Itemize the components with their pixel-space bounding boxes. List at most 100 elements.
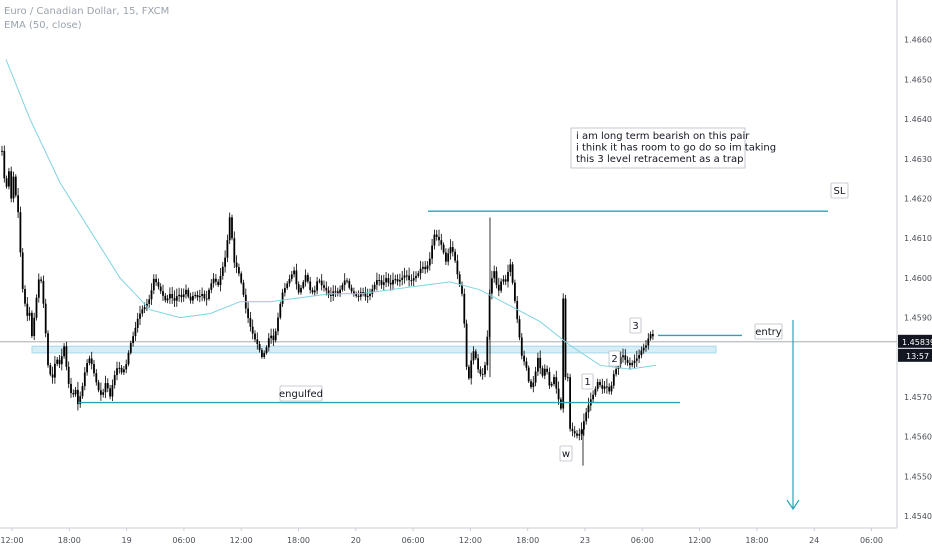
candle-body — [265, 347, 268, 353]
candle-body — [152, 278, 155, 291]
time-tick-label: 06:00 — [402, 536, 425, 545]
candle-body — [307, 275, 309, 282]
candle-body — [134, 327, 137, 337]
candle-body — [497, 284, 500, 291]
candle-body — [261, 350, 263, 357]
candle-body — [120, 367, 123, 373]
price-tick-label: 1.45500 — [904, 472, 932, 481]
candle-body — [31, 312, 33, 337]
candle-body — [169, 293, 171, 299]
candle-body — [330, 294, 332, 296]
candle-body — [231, 217, 233, 239]
candle-body — [433, 234, 436, 246]
candle-body — [576, 433, 578, 436]
candle-body — [72, 393, 75, 395]
candle-body — [21, 252, 24, 290]
candle-body — [642, 347, 645, 351]
candle-body — [106, 383, 109, 389]
candle-body — [97, 382, 100, 391]
candle-body — [564, 298, 567, 378]
candle-body — [615, 369, 617, 375]
sl-label-text: SL — [834, 186, 846, 197]
candle-body — [297, 284, 300, 293]
candle-body — [56, 359, 59, 364]
candle-body — [470, 360, 473, 379]
candle-body — [79, 396, 82, 405]
candle-body — [327, 290, 330, 295]
note-line: i think it has room to go do so im takin… — [576, 143, 776, 154]
candle-body — [539, 357, 542, 369]
candle-body — [304, 275, 307, 282]
candle-body — [583, 421, 585, 430]
candle-body — [290, 274, 293, 279]
support-zone — [0, 341, 897, 354]
candle-body — [343, 280, 346, 286]
candle-body — [217, 281, 220, 286]
candle-body — [240, 273, 243, 283]
candle-body — [619, 357, 622, 365]
candle-body — [408, 275, 410, 281]
candle-body — [624, 355, 627, 360]
candle-body — [311, 290, 314, 293]
time-tick-label: 12:00 — [459, 536, 482, 545]
candle-body — [284, 288, 286, 293]
candle-body — [157, 282, 160, 287]
candle-body — [509, 264, 512, 272]
candle-body — [606, 386, 608, 388]
candle-body — [251, 326, 254, 334]
candle-body — [277, 317, 279, 332]
candle-body — [339, 289, 341, 294]
wave-1-label: 1 — [581, 373, 594, 390]
candle-body — [610, 385, 613, 392]
candle-body — [65, 346, 68, 367]
candle-body — [215, 278, 217, 282]
candle-body — [424, 266, 427, 270]
candle-body — [286, 283, 289, 289]
candle-body — [88, 358, 91, 364]
candle-body — [640, 350, 643, 356]
candle-body — [60, 356, 63, 365]
candle-body — [419, 268, 422, 274]
candle-body — [233, 238, 236, 263]
candle-body — [382, 282, 385, 285]
candle-body — [10, 171, 13, 199]
time-tick-label: 20 — [351, 536, 361, 545]
candle-body — [585, 412, 588, 422]
candle-body — [95, 373, 98, 383]
candle-body — [5, 178, 8, 187]
candle-body — [58, 359, 61, 365]
wave-2-label-text: 2 — [611, 354, 617, 365]
candle-body — [226, 240, 229, 258]
price-axis[interactable]: 1.46600 1.46500 1.46400 1.46300 1.46200 1.461… — [896, 0, 932, 528]
candle-body — [465, 323, 468, 367]
candle-body — [28, 312, 31, 316]
candle-body — [155, 278, 157, 283]
candle-body — [242, 282, 245, 295]
candle-body — [364, 291, 367, 297]
candle-body — [389, 282, 392, 285]
candle-body — [638, 355, 640, 359]
candle-body — [560, 399, 562, 409]
candle-body — [102, 392, 105, 395]
candle-body — [541, 368, 544, 376]
candle-body — [612, 374, 615, 386]
candle-body — [359, 292, 362, 297]
candle-body — [362, 291, 364, 293]
candle-body — [599, 382, 601, 386]
candle-body — [573, 431, 576, 434]
price-badge-bg — [898, 334, 932, 348]
candle-body — [148, 299, 151, 304]
candle-body — [557, 388, 560, 400]
candle-body — [175, 296, 178, 301]
time-axis[interactable]: 12:00 18:00 19 06:00 12:00 18:00 20 06:00 12:00 1… — [0, 527, 897, 545]
candle-body — [652, 334, 654, 337]
candle-body — [369, 293, 371, 297]
candle-body — [63, 346, 65, 357]
candle-body — [143, 307, 146, 310]
candle-body — [139, 313, 141, 319]
candle-body — [500, 281, 502, 291]
candle-body — [431, 245, 433, 259]
candle-body — [205, 298, 208, 300]
